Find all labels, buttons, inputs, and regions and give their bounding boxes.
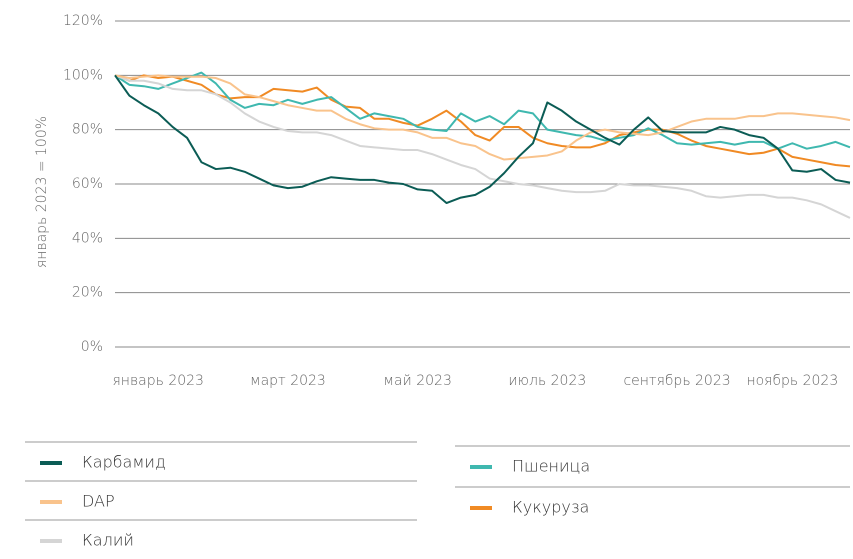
legend-label: Пшеница [512,457,590,476]
legend-label: Кукуруза [512,498,589,517]
x-tick-label: март 2023 [250,373,326,389]
y-tick-label: 0% [81,339,103,355]
x-tick-label: январь 2023 [113,373,204,389]
line-series [114,74,851,205]
y-axis-label: январь 2023 = 100% [34,116,50,268]
line-series [114,74,851,219]
line-series [114,74,851,161]
y-tick-label: 20% [72,285,103,301]
y-tick-label: 40% [72,230,103,246]
y-tick-label: 60% [72,176,103,192]
x-tick-label: ноябрь 2023 [746,373,838,389]
legend-label: DAP [82,492,115,511]
x-tick-label: май 2023 [383,373,451,389]
x-tick-label: июль 2023 [508,373,586,389]
y-tick-label: 120% [63,13,103,29]
line-series [114,71,851,150]
y-tick-label: 80% [72,122,103,138]
line-series [114,74,851,168]
legend-label: Калий [82,531,134,550]
y-tick-label: 100% [63,67,103,83]
legend-label: Карбамид [82,453,166,472]
x-tick-label: сентябрь 2023 [623,373,730,389]
